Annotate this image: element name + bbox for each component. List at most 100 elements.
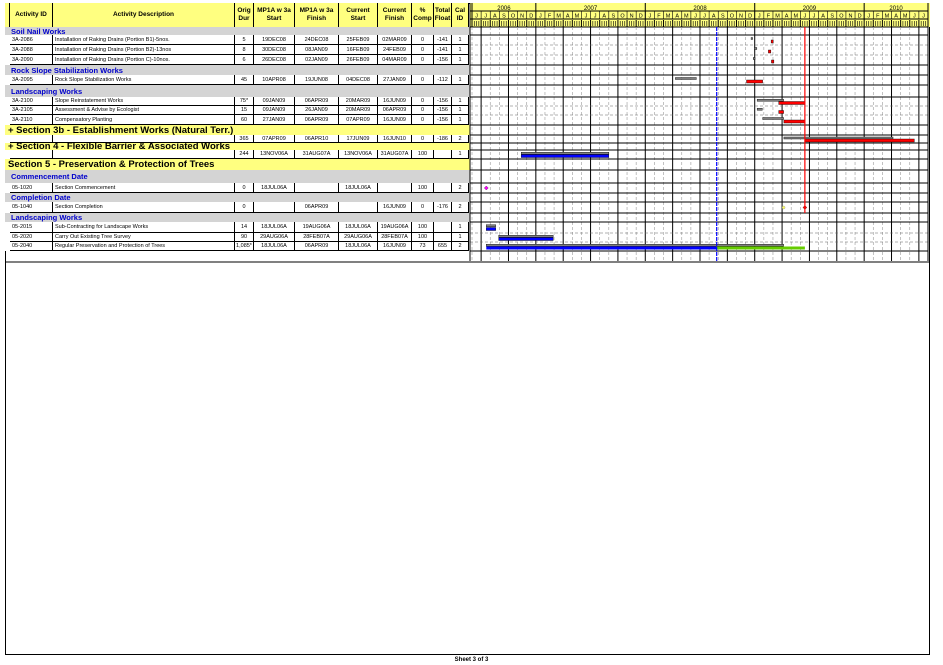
year-label-2006: 2006 [497, 6, 511, 12]
cell-desc: Rock Slope Stabilization Works [53, 75, 235, 85]
target-bar [754, 47, 758, 50]
cell-tstart: 07APR09 [254, 135, 295, 143]
actual-bar [486, 227, 496, 231]
group-band: Completion Date [5, 193, 470, 202]
cell-dur: 60 [235, 115, 254, 125]
cell-comp: 100 [412, 233, 434, 242]
cell-comp: 0 [412, 135, 434, 143]
column-header-desc: Activity Description [53, 3, 235, 27]
month-label: N [739, 14, 743, 20]
cell-cstart: 04DEC08 [339, 75, 378, 85]
month-label: A [894, 14, 898, 20]
month-label: J [804, 14, 807, 20]
cell-id: 3A-2090 [10, 55, 53, 65]
cell-id: 05-2040 [10, 242, 53, 251]
target-bar [498, 235, 554, 238]
cell-cstart: 13NOV06A [339, 150, 378, 159]
month-label: M [556, 14, 561, 20]
month-label: S [830, 14, 834, 20]
critical-bar [770, 39, 774, 44]
cell-cstart: 18JUL06A [339, 222, 378, 233]
target-bar [486, 224, 496, 227]
cell-tfinish: 19AUG06A [295, 222, 339, 233]
cell-tstart: 26DEC08 [254, 55, 295, 65]
month-label: S [721, 14, 725, 20]
cell-dur: 0 [235, 183, 254, 193]
cell-id: 05-2020 [10, 233, 53, 242]
actual-bar [521, 154, 609, 158]
cell-id [10, 150, 53, 159]
month-label: F [548, 14, 552, 20]
cell-cstart: 17JUN09 [339, 135, 378, 143]
month-label: D [748, 14, 752, 20]
cell-tfinish: 19JUN08 [295, 75, 339, 85]
cell-cal: 1 [452, 55, 469, 65]
cell-cfinish: 28FEB07A [378, 233, 412, 242]
cell-cstart: 29AUG06A [339, 233, 378, 242]
month-label: M [793, 14, 798, 20]
column-header-cal: Cal ID [452, 3, 469, 27]
month-label: A [602, 14, 606, 20]
section-header: Section 5 - Preservation & Protection of… [5, 159, 470, 170]
cell-comp: 100 [412, 222, 434, 233]
cell-id: 3A-2100 [10, 97, 53, 106]
cell-tfinish: 06APR09 [295, 202, 339, 213]
target-milestone [781, 205, 786, 210]
year-label-2009: 2009 [803, 6, 817, 12]
cell-comp: 100 [412, 183, 434, 193]
cell-dur: 244 [235, 150, 254, 159]
cell-tstart: 29AUG06A [254, 233, 295, 242]
month-label: D [639, 14, 643, 20]
cell-cfinish: 02MAR09 [378, 35, 412, 45]
cell-cal: 1 [452, 150, 469, 159]
cell-id [10, 135, 53, 143]
year-label-2007: 2007 [584, 6, 598, 12]
cell-desc: Section Commencement [53, 183, 235, 193]
target-bar [521, 152, 609, 155]
cell-cfinish: 19AUG06A [378, 222, 412, 233]
group-band: Landscaping Works [5, 213, 470, 222]
row-edge [5, 202, 10, 213]
cell-dur: 45 [235, 75, 254, 85]
cell-cstart: 26FEB09 [339, 55, 378, 65]
cell-id: 3A-2088 [10, 45, 53, 55]
cell-cstart: 20MAR09 [339, 106, 378, 115]
month-label: A [712, 14, 716, 20]
cell-desc: Compensatory Planting [53, 115, 235, 125]
cell-desc [53, 150, 235, 159]
cell-id: 05-1040 [10, 202, 53, 213]
cell-float [434, 183, 452, 193]
cell-comp: 0 [412, 45, 434, 55]
cell-cfinish: 04MAR09 [378, 55, 412, 65]
month-label: M [885, 14, 890, 20]
cell-cfinish: 24FEB09 [378, 45, 412, 55]
row-edge [5, 75, 10, 85]
cell-cstart [339, 202, 378, 213]
critical-bar [783, 119, 806, 124]
cell-cal: 1 [452, 222, 469, 233]
month-label: J [594, 14, 597, 20]
cell-float: -156 [434, 97, 452, 106]
cell-cstart: 07APR09 [339, 115, 378, 125]
cell-tfinish: 28FEB07A [295, 233, 339, 242]
year-label-2010: 2010 [889, 6, 903, 12]
cell-tstart: 19DEC08 [254, 35, 295, 45]
cell-float: -141 [434, 45, 452, 55]
month-label: F [767, 14, 771, 20]
month-label: J [703, 14, 706, 20]
target-bar [762, 117, 784, 120]
cell-cal: 1 [452, 106, 469, 115]
cell-cfinish: 16JUN09 [378, 97, 412, 106]
critical-bar [746, 79, 763, 84]
month-label: J [913, 14, 916, 20]
target-bar [756, 108, 763, 111]
cell-cfinish: 06APR09 [378, 106, 412, 115]
row-edge [5, 150, 10, 159]
cell-cal: 1 [452, 233, 469, 242]
column-header-comp: % Comp [412, 3, 434, 27]
cell-tstart: 18JUL06A [254, 242, 295, 251]
cell-dur: 75* [235, 97, 254, 106]
month-label: O [730, 14, 735, 20]
month-label: J [539, 14, 542, 20]
month-label: J [694, 14, 697, 20]
